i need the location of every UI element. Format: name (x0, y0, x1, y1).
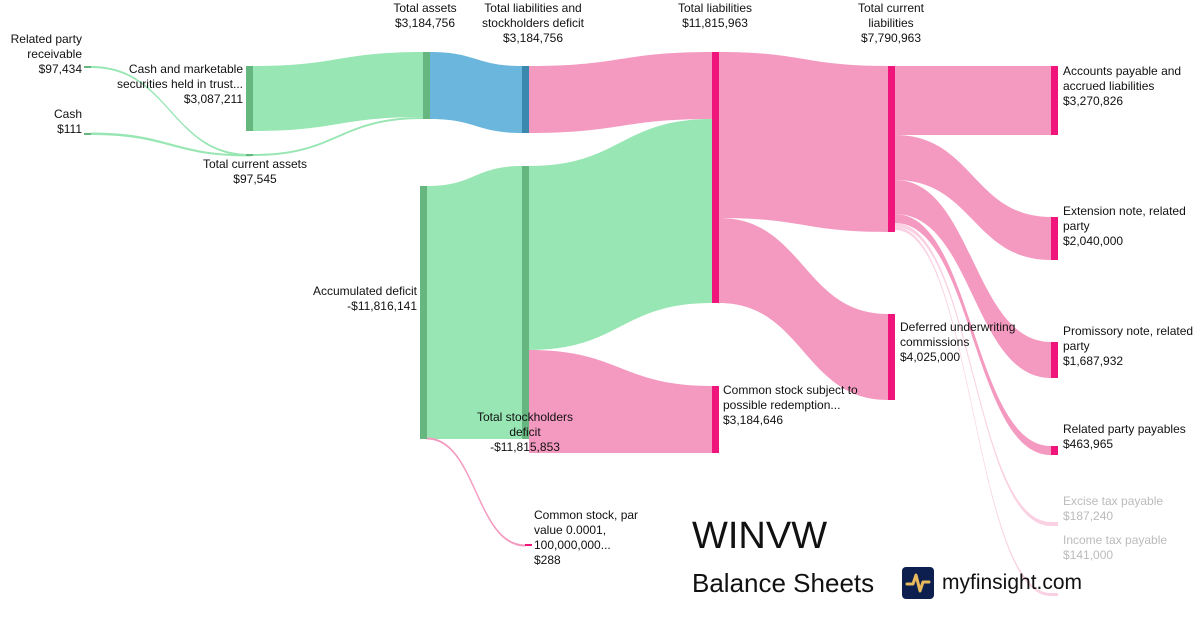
node-label-income: Income tax payable $141,000 (1063, 533, 1200, 563)
node-excise (1051, 522, 1058, 526)
label-value: $1,687,932 (1063, 354, 1124, 368)
link-accdef-tsd (427, 166, 522, 439)
link-tsd-tl (529, 119, 712, 350)
pulse-line-icon (902, 567, 934, 599)
node-label-css: Common stock subject to possible redempt… (723, 383, 873, 428)
label-value: $2,040,000 (1063, 234, 1124, 248)
link-tl-tcl (719, 52, 888, 232)
link-tcl-excise (895, 223, 1051, 526)
label-name: Related party receivable (10, 32, 82, 61)
link-tsd-css (529, 350, 712, 453)
node-tl (712, 52, 719, 303)
node-label-tcl: Total current liabilities $7,790,963 (846, 1, 936, 46)
link-tcl-ext (895, 135, 1051, 260)
link-tlsd-tl (529, 52, 712, 133)
label-value: $97,434 (38, 62, 82, 76)
label-value: $3,184,646 (723, 413, 784, 427)
node-label-tca: Total current assets $97,545 (185, 157, 325, 187)
node-label-cash: Cash $111 (0, 107, 82, 137)
link-tca-ta (253, 117, 423, 156)
node-ap (1051, 66, 1058, 135)
label-value: $463,965 (1063, 437, 1114, 451)
node-label-excise: Excise tax payable $187,240 (1063, 494, 1200, 524)
node-cspar (525, 544, 532, 546)
node-label-duc: Deferred underwriting commissions $4,025,… (900, 320, 1030, 365)
node-css (712, 386, 719, 453)
label-value: $3,184,756 (394, 16, 456, 30)
node-cash (84, 133, 91, 135)
label-value: $11,815,963 (682, 16, 748, 30)
label-name: Deferred underwriting commissions (900, 320, 1016, 349)
label-name: Promissory note, related party (1063, 324, 1194, 353)
chart-title: WINVW (692, 515, 828, 557)
node-tcl (888, 66, 895, 232)
link-tcl-income (895, 227, 1051, 596)
node-income (1051, 593, 1058, 596)
label-value: -$11,816,141 (347, 299, 417, 313)
link-tl-duc (719, 218, 888, 400)
node-label-cspar: Common stock, par value 0.0001, 100,000,… (534, 508, 669, 568)
link-tcl-rpp (895, 214, 1051, 455)
label-value: $187,240 (1063, 509, 1114, 523)
node-rpr (84, 66, 91, 68)
node-label-ext: Extension note, related party $2,040,000 (1063, 204, 1198, 249)
node-label-tl: Total liabilities $11,815,963 (660, 1, 770, 31)
label-name: Common stock subject to possible redempt… (723, 383, 858, 412)
link-tcl-ap (895, 66, 1051, 135)
label-name: Accounts payable and accrued liabilities (1063, 64, 1182, 93)
node-cmst (246, 66, 253, 131)
node-label-accdef: Accumulated deficit -$11,816,141 (287, 284, 417, 314)
link-tcl-prom (895, 180, 1051, 378)
label-value: $288 (534, 553, 561, 567)
label-value: $97,545 (233, 172, 277, 186)
node-ta (423, 52, 430, 119)
node-rpp (1051, 446, 1058, 455)
label-value: -$11,815,853 (490, 440, 560, 454)
label-name: Total assets (393, 1, 457, 15)
node-label-tsd: Total stockholders deficit -$11,815,853 (470, 410, 580, 455)
label-name: Total current assets (202, 157, 308, 171)
label-name: Income tax payable (1063, 533, 1168, 547)
link-rpr-tca (91, 66, 250, 156)
link-cmst-ta (253, 52, 423, 131)
label-value: $3,087,211 (183, 92, 243, 106)
node-label-cmst: Cash and marketable securities held in t… (103, 62, 243, 107)
node-label-rpp: Related party payables $463,965 (1063, 422, 1200, 452)
node-label-prom: Promissory note, related party $1,687,932 (1063, 324, 1200, 369)
node-label-ap: Accounts payable and accrued liabilities… (1063, 64, 1198, 109)
label-name: Cash and marketable securities held in t… (116, 62, 243, 91)
node-label-rpr: Related party receivable $97,434 (0, 32, 82, 77)
label-name: Total liabilities and stockholders defic… (481, 1, 585, 30)
label-value: $7,790,963 (860, 31, 922, 45)
label-name: Accumulated deficit (312, 284, 417, 298)
label-value: $111 (57, 122, 82, 136)
node-tlsd (522, 66, 529, 133)
label-name: Related party payables (1063, 422, 1186, 436)
node-duc (888, 314, 895, 400)
label-name: Cash (53, 107, 82, 121)
link-ta-tlsd (430, 52, 522, 133)
node-tca (246, 154, 253, 156)
node-accdef (420, 186, 427, 439)
label-value: $3,184,756 (502, 31, 564, 45)
node-ext (1051, 217, 1058, 260)
label-value: $141,000 (1063, 548, 1114, 562)
node-tsd (522, 166, 529, 439)
node-label-ta: Total assets $3,184,756 (383, 1, 467, 31)
brand-name: myfinsight.com (942, 571, 1083, 594)
label-name: Total stockholders deficit (476, 410, 574, 439)
label-value: $3,270,826 (1063, 94, 1124, 108)
node-label-tlsd: Total liabilities and stockholders defic… (472, 1, 594, 46)
label-name: Excise tax payable (1063, 494, 1164, 508)
label-name: Total current liabilities (857, 1, 925, 30)
chart-subtitle: Balance Sheets (692, 568, 875, 598)
label-name: Total liabilities (677, 1, 753, 15)
label-value: $4,025,000 (900, 350, 961, 364)
node-prom (1051, 342, 1058, 378)
label-name: Common stock, par value 0.0001, 100,000,… (534, 508, 639, 552)
label-name: Extension note, related party (1063, 204, 1186, 233)
